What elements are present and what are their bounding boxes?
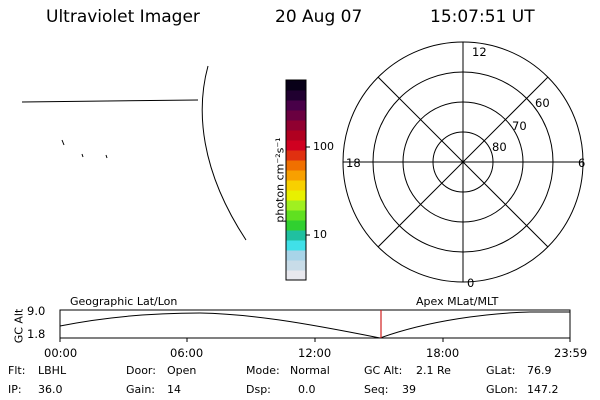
colorbar-cell [286, 110, 306, 121]
colorbar-cell [286, 250, 306, 261]
gain-value: 14 [167, 383, 181, 396]
footer-key: Gain: [126, 383, 155, 396]
earth-limb-arc [201, 65, 247, 241]
observation-time: 15:07:51 UT [430, 7, 535, 27]
observation-date: 20 Aug 07 [275, 7, 363, 27]
timeline-x-tick-label: 23:59 [554, 346, 588, 360]
footer-key: Door: [126, 364, 156, 377]
footer-key: GLat: [486, 364, 516, 377]
footer-key: GC Alt: [364, 364, 403, 377]
lat-label-80: 80 [492, 140, 507, 154]
clock-label-12: 12 [472, 45, 487, 59]
gc-alt-value: 2.1 Re [416, 364, 451, 377]
filter-value: LBHL [38, 364, 67, 377]
colorbar-cell [286, 120, 306, 131]
dsp-value: 0.0 [298, 383, 316, 396]
colorbar-cell [286, 240, 306, 251]
footer-key: GLon: [486, 383, 518, 396]
colorbar-cell [286, 90, 306, 101]
door-value: Open [167, 364, 197, 377]
colorbar-frame [285, 79, 307, 281]
glat-value: 76.9 [527, 364, 552, 377]
timeline-right-label: Apex MLat/MLT [416, 295, 499, 308]
clock-label-0: 0 [467, 276, 475, 290]
timeline-y-tick-max: 9.0 [27, 304, 46, 318]
clock-label-6: 6 [578, 156, 586, 170]
colorbar-cell [286, 180, 306, 191]
colorbar-tick-label-10: 10 [313, 228, 327, 241]
image-speck [61, 139, 65, 146]
glon-value: 147.2 [527, 383, 559, 396]
footer-key: Seq: [364, 383, 389, 396]
horizon-line [21, 99, 199, 103]
colorbar-cell [286, 200, 306, 211]
colorbar-cell [286, 100, 306, 111]
timeline-x-tick-label: 12:00 [298, 346, 332, 360]
image-speck [81, 153, 84, 158]
lat-label-60: 60 [535, 96, 550, 110]
colorbar-cell [286, 230, 306, 241]
seq-value: 39 [402, 383, 416, 396]
colorbar-cell [286, 170, 306, 181]
clock-label-18: 18 [346, 156, 361, 170]
timeline-left-label: Geographic Lat/Lon [70, 295, 178, 308]
timeline-x-tick-label: 18:00 [426, 346, 460, 360]
colorbar-cell [286, 130, 306, 141]
colorbar-cell [286, 210, 306, 221]
ip-value: 36.0 [38, 383, 63, 396]
instrument-title: Ultraviolet Imager [46, 7, 200, 27]
colorbar-tick-label-100: 100 [313, 140, 334, 153]
image-speck [105, 154, 108, 159]
footer-key: Flt: [8, 364, 26, 377]
colorbar-cell [286, 160, 306, 171]
polar-diagonal [377, 76, 549, 248]
footer-key: Dsp: [246, 383, 271, 396]
lat-label-70: 70 [512, 119, 527, 133]
mode-value: Normal [290, 364, 330, 377]
timeline-x-tick-label: 06:00 [170, 346, 204, 360]
colorbar-cell [286, 260, 306, 271]
footer-key: Mode: [246, 364, 280, 377]
colorbar-cell [286, 80, 306, 91]
altitude-curve [59, 311, 570, 339]
footer-key: IP: [8, 383, 22, 396]
colorbar-cell [286, 220, 306, 231]
colorbar-cell [286, 150, 306, 161]
colorbar-cell [286, 190, 306, 201]
timeline-x-tick-label: 00:00 [44, 346, 78, 360]
colorbar-cell [286, 270, 306, 281]
colorbar-cell [286, 140, 306, 151]
timeline-y-tick-min: 1.8 [27, 327, 46, 341]
